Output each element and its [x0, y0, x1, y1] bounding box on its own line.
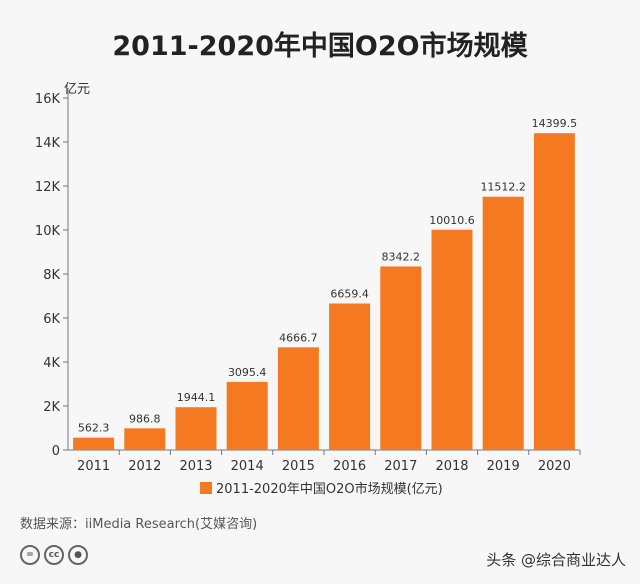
- data-label-2017: 8342.2: [382, 250, 421, 263]
- x-tick-label: 2012: [128, 459, 161, 474]
- chart-title: 2011-2020年中国O2O市场规模: [112, 31, 528, 62]
- x-tick-label: 2011: [77, 459, 110, 474]
- x-tick-label: 2016: [333, 459, 366, 474]
- legend-swatch: [200, 482, 212, 494]
- y-tick-label: 8K: [43, 268, 60, 283]
- cc-icon: cc: [44, 545, 64, 565]
- bar-2015: [277, 347, 319, 450]
- data-label-2018: 10010.6: [429, 214, 475, 227]
- legend-label: 2011-2020年中国O2O市场规模(亿元): [216, 481, 443, 497]
- x-tick-label: 2013: [179, 459, 212, 474]
- watermark: 头条 @综合商业达人: [486, 551, 626, 569]
- x-tick-label: 2018: [435, 459, 468, 474]
- data-label-2013: 1944.1: [177, 391, 216, 404]
- x-tick-label: 2014: [231, 459, 264, 474]
- y-tick-label: 12K: [35, 180, 61, 195]
- y-tick-label: 6K: [43, 312, 60, 327]
- y-tick-label: 10K: [35, 224, 61, 239]
- y-tick-label: 14K: [35, 136, 61, 151]
- bar-2020: [533, 133, 575, 450]
- x-tick-label: 2017: [384, 459, 417, 474]
- y-tick-label: 4K: [43, 356, 60, 371]
- y-tick-label: 2K: [43, 400, 60, 415]
- y-tick-label: 0: [52, 444, 60, 459]
- bar-2014: [226, 381, 268, 450]
- bar-2017: [380, 266, 422, 450]
- bar-2019: [482, 196, 524, 450]
- bar-2018: [431, 229, 473, 450]
- data-label-2019: 11512.2: [480, 181, 526, 194]
- cc-person-icon: ●: [68, 545, 88, 565]
- bar-2016: [329, 303, 371, 450]
- y-axis-unit: 亿元: [64, 82, 90, 97]
- data-label-2014: 3095.4: [228, 366, 267, 379]
- bar-2013: [175, 407, 217, 450]
- bar-2011: [73, 437, 115, 450]
- x-tick-label: 2015: [282, 459, 315, 474]
- data-label-2020: 14399.5: [532, 117, 578, 130]
- data-label-2015: 4666.7: [279, 331, 318, 344]
- data-label-2012: 986.8: [129, 412, 161, 425]
- license-icons: = cc ●: [20, 545, 88, 565]
- cc-equal-icon: =: [20, 545, 40, 565]
- data-label-2016: 6659.4: [330, 287, 369, 300]
- x-tick-label: 2019: [487, 459, 520, 474]
- x-tick-label: 2020: [538, 459, 571, 474]
- bar-2012: [124, 428, 166, 450]
- data-source: 数据来源：iiMedia Research(艾媒咨询): [20, 517, 258, 532]
- data-label-2011: 562.3: [78, 422, 110, 435]
- y-tick-label: 16K: [35, 92, 61, 107]
